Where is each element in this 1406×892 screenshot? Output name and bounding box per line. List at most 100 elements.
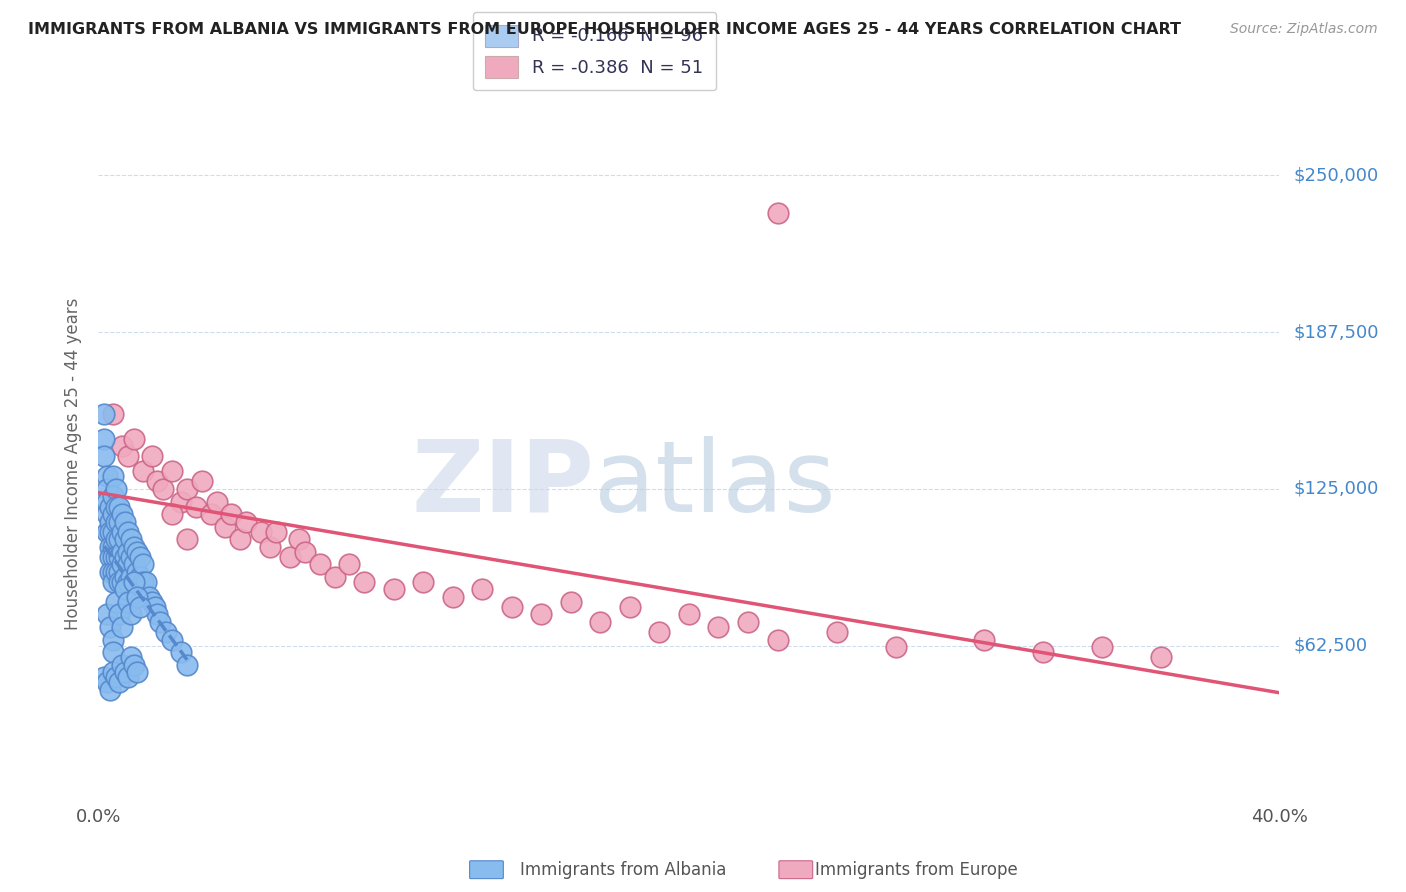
Point	[117, 558, 139, 572]
Point	[111, 545, 134, 559]
Point	[125, 590, 148, 604]
Point	[264, 524, 287, 539]
Point	[120, 650, 142, 665]
Point	[96, 675, 118, 690]
Point	[1032, 645, 1054, 659]
Point	[122, 540, 145, 554]
Point	[176, 482, 198, 496]
Point	[707, 620, 730, 634]
Point	[149, 615, 172, 629]
Point	[278, 549, 302, 564]
Point	[122, 574, 145, 589]
Text: Source: ZipAtlas.com: Source: ZipAtlas.com	[1230, 22, 1378, 37]
Point	[103, 645, 125, 659]
Point	[114, 582, 136, 597]
Point	[103, 632, 125, 647]
Point	[103, 540, 125, 554]
Point	[138, 590, 160, 604]
Point	[205, 494, 228, 508]
Point	[191, 475, 214, 489]
Point	[103, 524, 125, 539]
Point	[294, 545, 316, 559]
Point	[128, 570, 150, 584]
Point	[146, 607, 169, 622]
Point	[103, 407, 125, 421]
Point	[120, 549, 142, 564]
Point	[114, 665, 136, 680]
Point	[973, 632, 995, 647]
Point	[117, 545, 139, 559]
Point	[619, 599, 641, 614]
Y-axis label: Householder Income Ages 25 - 44 years: Householder Income Ages 25 - 44 years	[65, 298, 83, 630]
Point	[105, 515, 128, 529]
Point	[441, 590, 464, 604]
Point	[103, 565, 125, 579]
Point	[678, 607, 700, 622]
Point	[250, 524, 273, 539]
Point	[98, 549, 121, 564]
Point	[117, 450, 139, 464]
Point	[141, 595, 163, 609]
Point	[125, 565, 148, 579]
Point	[825, 625, 848, 640]
Point	[884, 640, 907, 654]
Point	[125, 665, 148, 680]
Point	[132, 464, 155, 478]
Point	[162, 632, 183, 647]
Point	[530, 607, 553, 622]
Point	[105, 532, 128, 546]
Text: Immigrants from Europe: Immigrants from Europe	[815, 861, 1018, 879]
Point	[162, 464, 183, 478]
Point	[132, 574, 155, 589]
Point	[96, 482, 118, 496]
Point	[93, 407, 115, 421]
Point	[96, 524, 118, 539]
Point	[111, 524, 134, 539]
Point	[111, 574, 134, 589]
Point	[111, 439, 134, 453]
Point	[114, 532, 136, 546]
Point	[162, 507, 183, 521]
Point	[176, 657, 198, 672]
Text: $125,000: $125,000	[1294, 480, 1379, 498]
Text: $187,500: $187,500	[1294, 323, 1379, 341]
Point	[105, 500, 128, 514]
Point	[235, 515, 257, 529]
Point	[103, 507, 125, 521]
Point	[412, 574, 434, 589]
Point	[170, 494, 193, 508]
Legend: R = -0.166  N = 96, R = -0.386  N = 51: R = -0.166 N = 96, R = -0.386 N = 51	[472, 12, 716, 90]
Point	[125, 545, 148, 559]
Point	[170, 645, 193, 659]
Point	[111, 507, 134, 521]
Point	[105, 565, 128, 579]
Point	[96, 507, 118, 521]
Text: $250,000: $250,000	[1294, 166, 1379, 184]
Point	[117, 595, 139, 609]
Point	[114, 549, 136, 564]
Point	[98, 565, 121, 579]
Point	[114, 570, 136, 584]
Point	[105, 670, 128, 684]
Point	[117, 524, 139, 539]
Text: $62,500: $62,500	[1294, 637, 1368, 655]
Point	[259, 540, 281, 554]
Point	[103, 574, 125, 589]
Point	[184, 500, 207, 514]
Point	[143, 599, 166, 614]
Point	[1150, 650, 1173, 665]
Text: atlas: atlas	[595, 435, 837, 533]
Point	[108, 565, 131, 579]
Point	[501, 599, 523, 614]
Point	[132, 558, 155, 572]
Point	[122, 574, 145, 589]
Point	[128, 549, 150, 564]
Text: ZIP: ZIP	[412, 435, 595, 533]
Point	[108, 500, 131, 514]
Point	[141, 450, 163, 464]
Point	[146, 475, 169, 489]
Point	[108, 574, 131, 589]
Point	[93, 432, 115, 446]
Point	[108, 607, 131, 622]
Point	[128, 599, 150, 614]
